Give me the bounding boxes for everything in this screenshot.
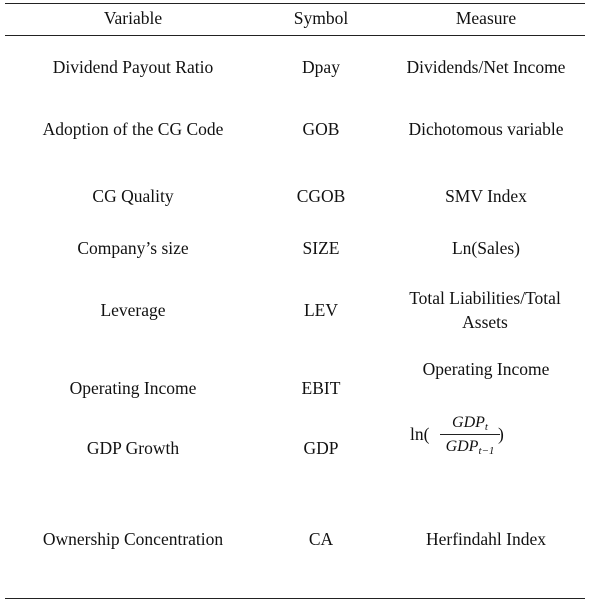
bottom-rule	[5, 598, 585, 599]
row-cgob-symbol: CGOB	[296, 186, 346, 206]
row-lev-measure: Total Liabilities/Total Assets	[409, 288, 561, 332]
row-gob-variable: Adoption of the CG Code	[42, 119, 224, 139]
header-symbol: Symbol	[293, 8, 349, 28]
row-ca-variable: Ownership Concentration	[42, 529, 224, 549]
formula-suffix: )	[498, 424, 504, 444]
row-gob-measure: Dichotomous variable	[408, 119, 564, 139]
header-measure: Measure	[455, 8, 517, 28]
row-size-symbol: SIZE	[302, 238, 340, 258]
row-gdp-symbol: GDP	[303, 438, 339, 458]
fraction-bar	[440, 434, 500, 435]
row-cgob-variable: CG Quality	[92, 186, 174, 206]
row-size-variable: Company’s size	[77, 238, 189, 258]
row-lev-variable: Leverage	[100, 300, 166, 320]
row-ca-symbol: CA	[308, 529, 334, 549]
formula-fraction: GDPt GDPt−1	[438, 412, 502, 457]
row-ca-measure: Herfindahl Index	[425, 529, 547, 549]
row-ebit-symbol: EBIT	[301, 378, 341, 398]
row-lev-symbol: LEV	[303, 300, 339, 320]
row-size-measure: Ln(Sales)	[451, 238, 521, 258]
row-dpay-symbol: Dpay	[302, 57, 340, 77]
formula-numerator: GDPt	[452, 414, 488, 433]
row-dpay-measure: Dividends/Net Income	[406, 57, 566, 77]
header-variable: Variable	[103, 8, 163, 28]
top-rule	[5, 3, 585, 4]
row-ebit-measure: Operating Income	[422, 359, 550, 379]
row-cgob-measure: SMV Index	[445, 186, 527, 206]
row-ebit-variable: Operating Income	[69, 378, 197, 398]
formula-prefix: ln(	[410, 424, 430, 444]
row-dpay-variable: Dividend Payout Ratio	[52, 57, 214, 77]
row-gob-symbol: GOB	[302, 119, 340, 139]
formula-denominator: GDPt−1	[445, 438, 495, 457]
header-rule	[5, 35, 585, 36]
row-gdp-variable: GDP Growth	[86, 438, 180, 458]
